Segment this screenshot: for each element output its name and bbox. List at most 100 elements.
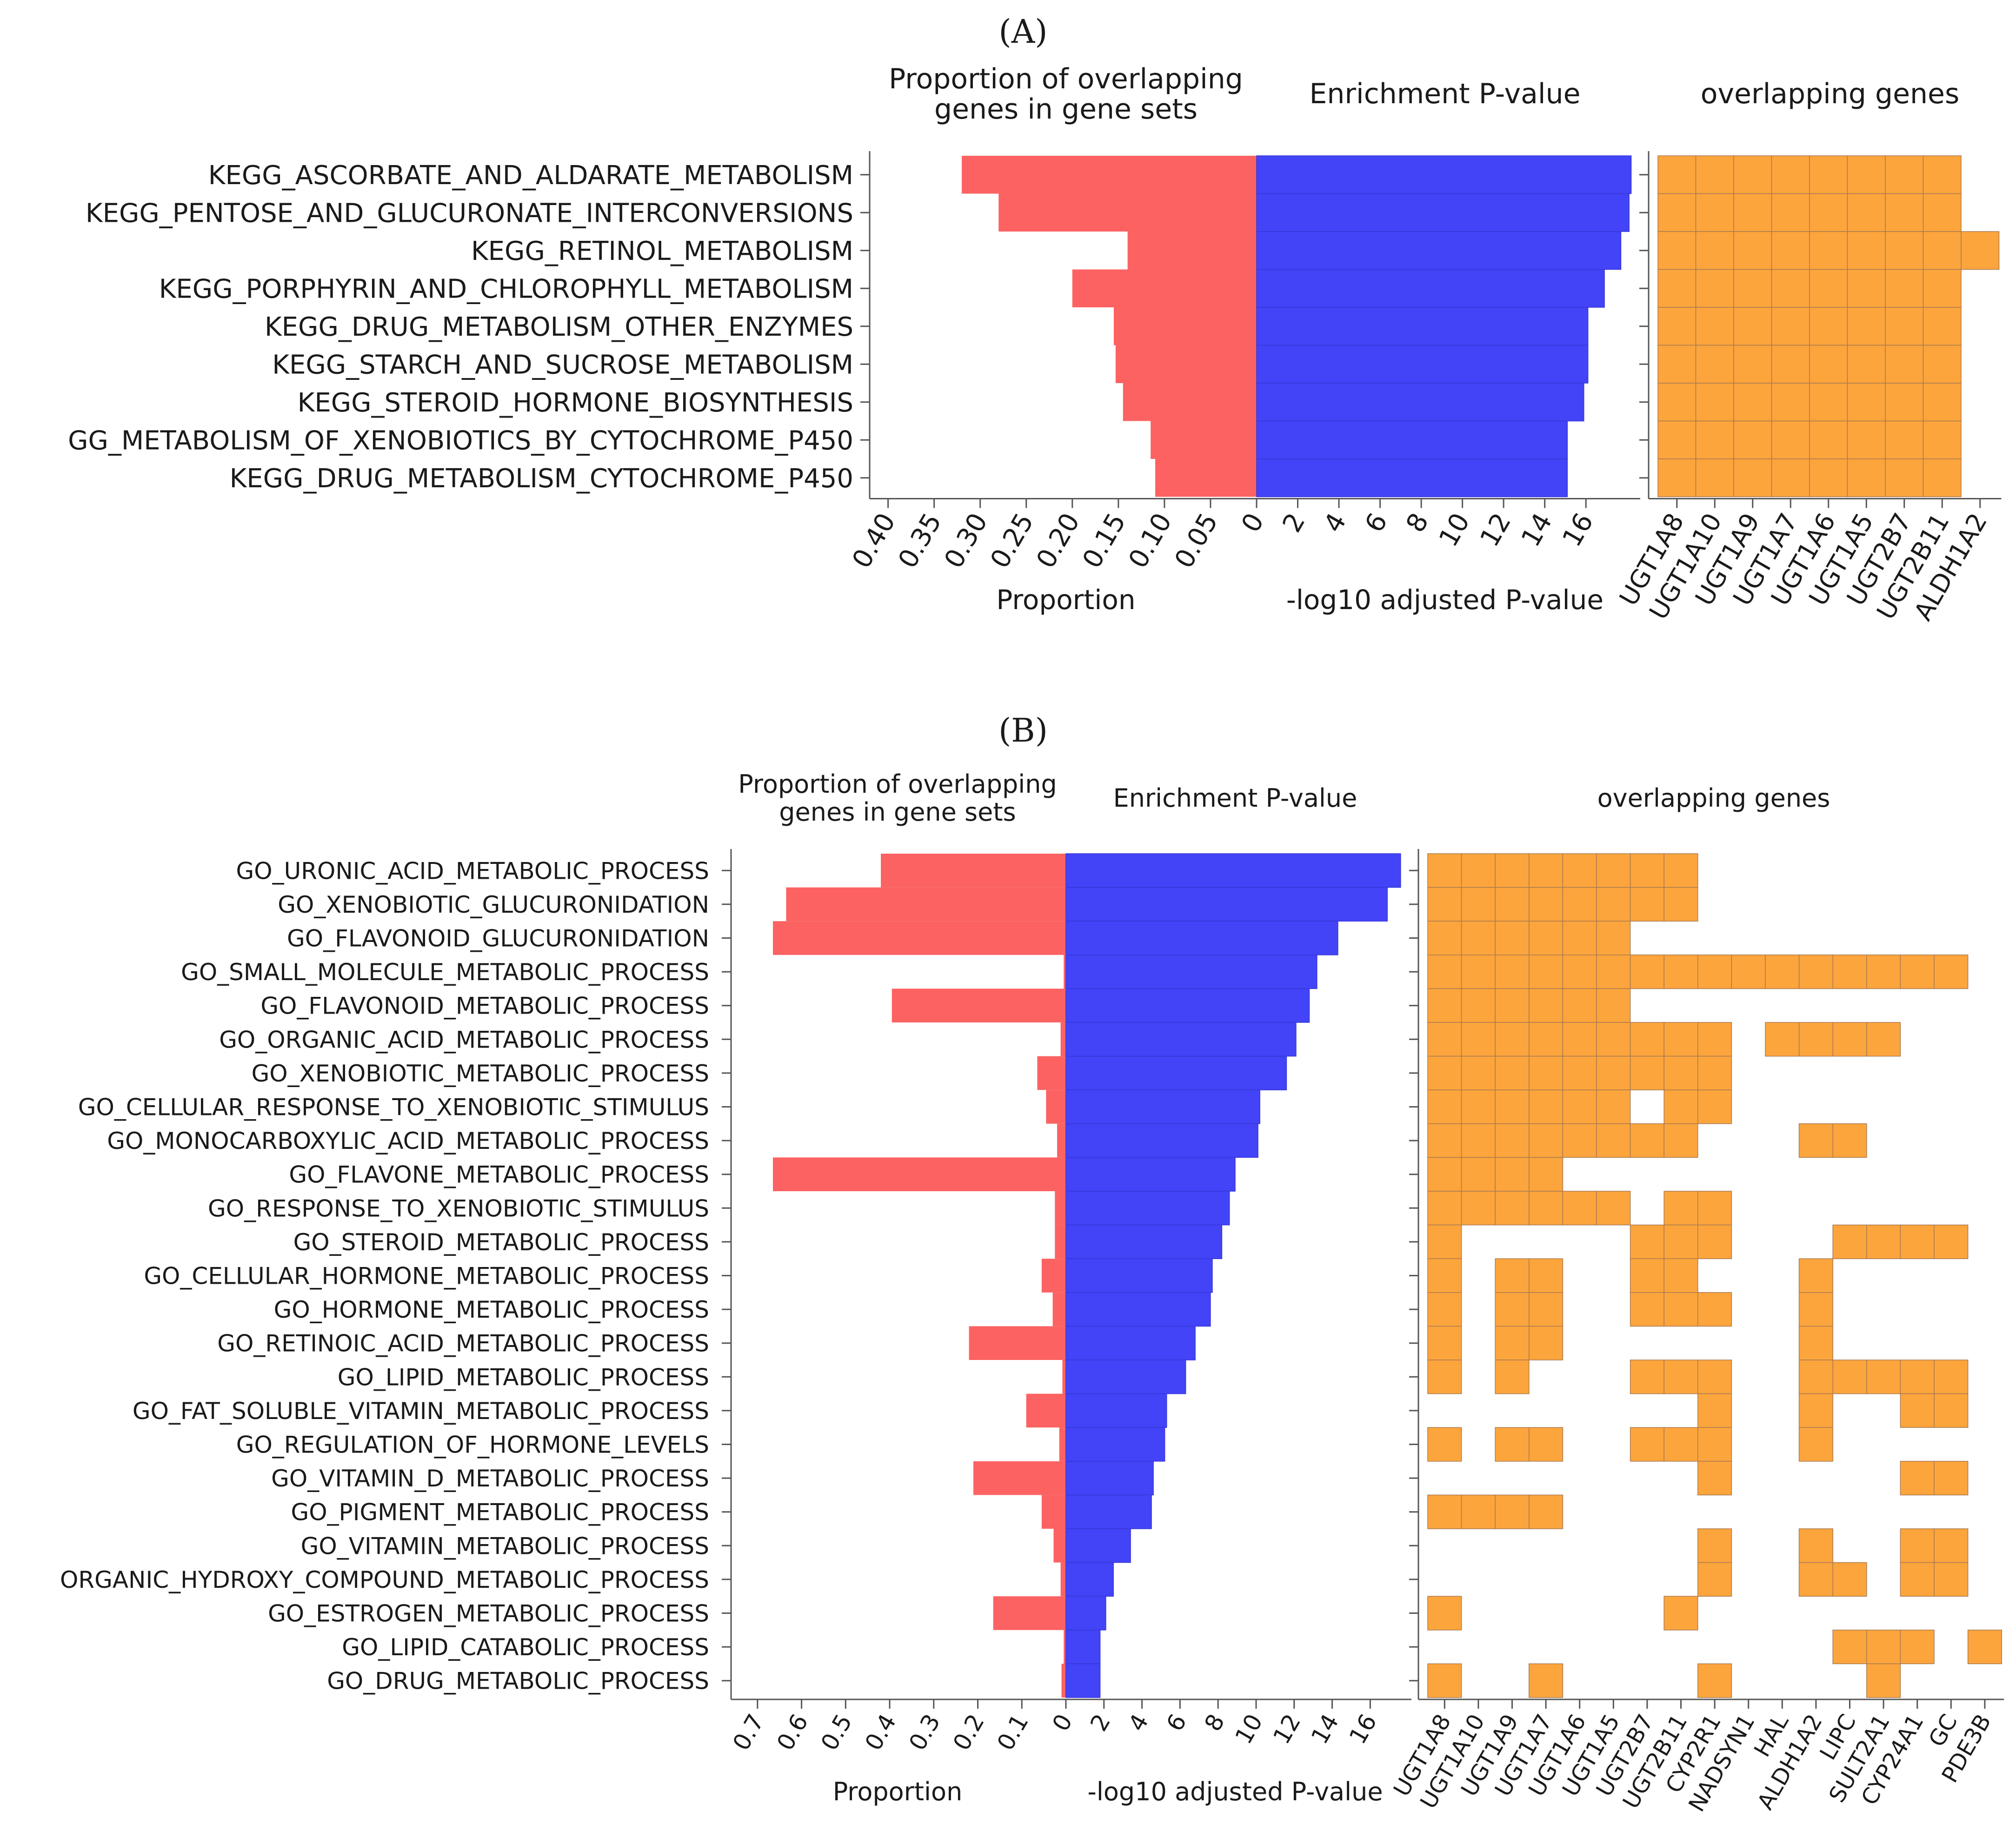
gene-cell	[1461, 955, 1496, 989]
proportion-axis-label: Proportion	[833, 1777, 963, 1806]
gene-cell	[1967, 1630, 2002, 1665]
gene-cell	[1461, 1494, 1496, 1529]
gene-cell	[1798, 1123, 1833, 1158]
gene-cell	[1562, 988, 1597, 1023]
proportion-bar	[1061, 1664, 1066, 1698]
gene-cell	[1866, 1630, 1901, 1665]
gene-cell	[1427, 1089, 1462, 1124]
gene-cell	[1495, 1089, 1530, 1124]
gene-cell	[1798, 1022, 1833, 1057]
gene-cell	[1695, 420, 1734, 459]
pvalue-bar	[1065, 1360, 1186, 1394]
proportion-bar	[773, 921, 1066, 955]
pvalue-bar	[1065, 1258, 1213, 1293]
category-label: KEGG_PORPHYRIN_AND_CHLOROPHYLL_METABOLIS…	[159, 274, 853, 304]
gene-cell	[1461, 1191, 1496, 1226]
gene-cell	[1529, 1123, 1564, 1158]
gene-cell	[1934, 1562, 1969, 1597]
gene-cell	[1697, 1461, 1732, 1496]
gene-cell	[1495, 955, 1530, 989]
proportion-bar	[786, 887, 1066, 922]
gene-cell	[1934, 955, 1969, 989]
gene-cell	[1495, 1258, 1530, 1293]
proportion-bar	[1057, 1123, 1066, 1158]
gene-cell	[1733, 383, 1772, 422]
pvalue-bar	[1065, 1596, 1106, 1631]
gene-cell	[1529, 1089, 1564, 1124]
gene-cell	[1809, 231, 1848, 270]
category-label: KEGG_STEROID_HORMONE_BIOSYNTHESIS	[298, 388, 853, 418]
pvalue-bar	[1065, 955, 1317, 989]
gene-cell	[1663, 1224, 1698, 1259]
gene-cell	[1900, 1224, 1935, 1259]
category-label: KEGG_DRUG_METABOLISM_CYTOCHROME_P450	[230, 464, 853, 494]
pvalue-bar	[1065, 1393, 1167, 1428]
proportion-bar	[993, 1596, 1066, 1630]
proportion-bar	[1064, 1630, 1066, 1664]
gene-cell	[1427, 1022, 1462, 1057]
gene-cell	[1657, 345, 1697, 384]
proportion-bar	[973, 1461, 1066, 1495]
gene-cell	[1695, 269, 1734, 308]
gene-cell	[1630, 1292, 1664, 1327]
category-label: ORGANIC_HYDROXY_COMPOUND_METABOLIC_PROCE…	[60, 1566, 709, 1593]
gene-cell	[1657, 231, 1697, 270]
gene-cell	[1923, 193, 1962, 232]
gene-cell	[1529, 1494, 1564, 1529]
gene-cell	[1427, 1157, 1462, 1192]
gene-cell	[1697, 1427, 1732, 1462]
proportion-bar	[1123, 383, 1257, 421]
gene-cell	[1663, 1055, 1698, 1090]
gene-cell	[1923, 458, 1962, 497]
gene-cell	[1798, 1258, 1833, 1293]
gene-cell	[1866, 1224, 1901, 1259]
gene-cell	[1630, 887, 1664, 922]
gene-cell	[1663, 1596, 1698, 1631]
gene-cell	[1923, 269, 1962, 308]
gene-cell	[1733, 231, 1772, 270]
gene-cell	[1934, 1393, 1969, 1428]
category-label: GO_MONOCARBOXYLIC_ACID_METABOLIC_PROCESS	[107, 1128, 709, 1154]
pvalue-bar	[1256, 307, 1589, 346]
gene-cell	[1885, 345, 1924, 384]
proportion-bar	[1115, 345, 1257, 383]
proportion-bar	[1072, 269, 1257, 307]
pvalue-bar	[1065, 1427, 1165, 1462]
pvalue-bar	[1256, 458, 1568, 497]
gene-cell	[1832, 1630, 1867, 1665]
gene-cell	[1529, 1191, 1564, 1226]
gene-cell	[1495, 1022, 1530, 1057]
pvalue-axis-label: -log10 adjusted P-value	[1286, 584, 1603, 616]
gene-cell	[1809, 269, 1848, 308]
gene-cell	[1495, 1494, 1530, 1529]
gene-cell	[1885, 231, 1924, 270]
gene-cell	[1923, 155, 1962, 194]
gene-cell	[1765, 1022, 1800, 1057]
pvalue-bar	[1065, 1326, 1196, 1360]
gene-cell	[1630, 1427, 1664, 1462]
gene-cell	[1427, 1191, 1462, 1226]
gene-cell	[1695, 193, 1734, 232]
gene-cell	[1832, 1123, 1867, 1158]
gene-cell	[1832, 955, 1867, 989]
gene-cell	[1923, 345, 1962, 384]
pvalue-bar	[1065, 1022, 1297, 1057]
gene-cell	[1495, 1191, 1530, 1226]
gene-cell	[1900, 955, 1935, 989]
gene-cell	[1771, 269, 1810, 308]
pvalue-bar	[1256, 345, 1589, 384]
proportion-bar	[1155, 459, 1257, 497]
gene-cell	[1934, 1224, 1969, 1259]
proportion-bar	[962, 156, 1257, 194]
category-label: GO_CELLULAR_RESPONSE_TO_XENOBIOTIC_STIMU…	[78, 1094, 709, 1121]
gene-cell	[1885, 155, 1924, 194]
gene-cell	[1798, 1292, 1833, 1327]
gene-cell	[1461, 1055, 1496, 1090]
gene-cell	[1657, 383, 1697, 422]
gene-cell	[1529, 1157, 1564, 1192]
category-label: GO_DRUG_METABOLIC_PROCESS	[327, 1668, 709, 1695]
gene-cell	[1695, 458, 1734, 497]
pvalue-bar	[1065, 1630, 1101, 1665]
gene-cell	[1427, 1494, 1462, 1529]
gene-cell	[1596, 1191, 1631, 1226]
